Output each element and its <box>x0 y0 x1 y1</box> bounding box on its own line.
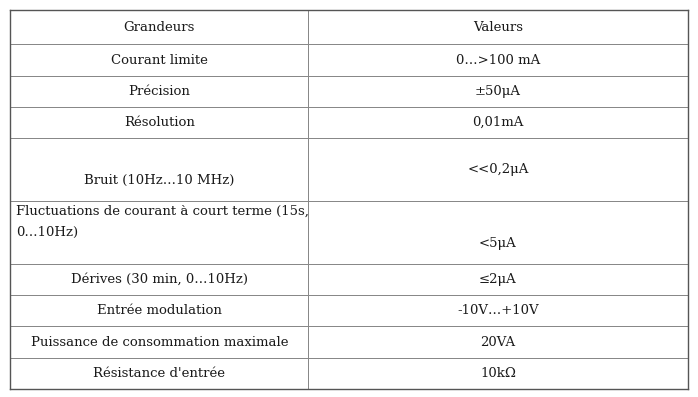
Text: Puissance de consommation maximale: Puissance de consommation maximale <box>31 335 288 349</box>
Bar <box>10 264 309 295</box>
Text: Grandeurs: Grandeurs <box>124 21 195 34</box>
Bar <box>10 10 309 44</box>
Text: <5μA: <5μA <box>479 237 517 250</box>
Bar <box>309 264 688 295</box>
Text: Courant limite: Courant limite <box>111 54 208 67</box>
Text: 10kΩ: 10kΩ <box>480 367 516 380</box>
Text: -10V…+10V: -10V…+10V <box>457 304 539 317</box>
Text: Fluctuations de courant à court terme (15s,
0…10Hz): Fluctuations de courant à court terme (1… <box>16 205 309 239</box>
Bar <box>10 201 309 264</box>
Text: Bruit (10Hz…10 MHz): Bruit (10Hz…10 MHz) <box>84 174 235 187</box>
Bar <box>309 201 688 264</box>
Text: <<0,2μA: <<0,2μA <box>467 163 528 176</box>
Text: ≤2μA: ≤2μA <box>479 273 517 286</box>
Text: Valeurs: Valeurs <box>473 21 523 34</box>
Text: Entrée modulation: Entrée modulation <box>97 304 222 317</box>
Bar <box>309 139 688 201</box>
Bar <box>10 44 309 76</box>
Bar <box>309 107 688 139</box>
Bar <box>10 358 309 389</box>
Text: Précision: Précision <box>128 85 191 98</box>
Text: Résistance d'entrée: Résistance d'entrée <box>94 367 225 380</box>
Bar <box>309 326 688 358</box>
Text: 20VA: 20VA <box>480 335 516 349</box>
Text: Résolution: Résolution <box>124 116 195 129</box>
Bar <box>309 10 688 44</box>
Bar <box>309 76 688 107</box>
Bar <box>10 326 309 358</box>
Text: 0…>100 mA: 0…>100 mA <box>456 54 540 67</box>
Text: Dérives (30 min, 0…10Hz): Dérives (30 min, 0…10Hz) <box>71 273 248 286</box>
Bar <box>309 44 688 76</box>
Bar <box>309 295 688 326</box>
Text: ±50μA: ±50μA <box>475 85 521 98</box>
Bar <box>309 358 688 389</box>
Bar <box>10 295 309 326</box>
Bar <box>10 139 309 201</box>
Bar <box>10 76 309 107</box>
Bar <box>10 107 309 139</box>
Text: 0,01mA: 0,01mA <box>473 116 524 129</box>
